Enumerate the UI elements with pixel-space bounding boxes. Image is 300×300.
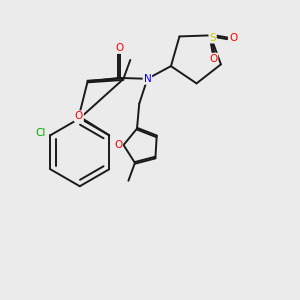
Text: O: O xyxy=(115,43,123,53)
Text: O: O xyxy=(75,111,83,121)
Text: S: S xyxy=(209,33,216,43)
Text: O: O xyxy=(209,54,218,64)
Text: O: O xyxy=(229,33,237,43)
Text: Cl: Cl xyxy=(35,128,46,138)
Text: O: O xyxy=(114,140,122,150)
Text: N: N xyxy=(143,74,151,84)
